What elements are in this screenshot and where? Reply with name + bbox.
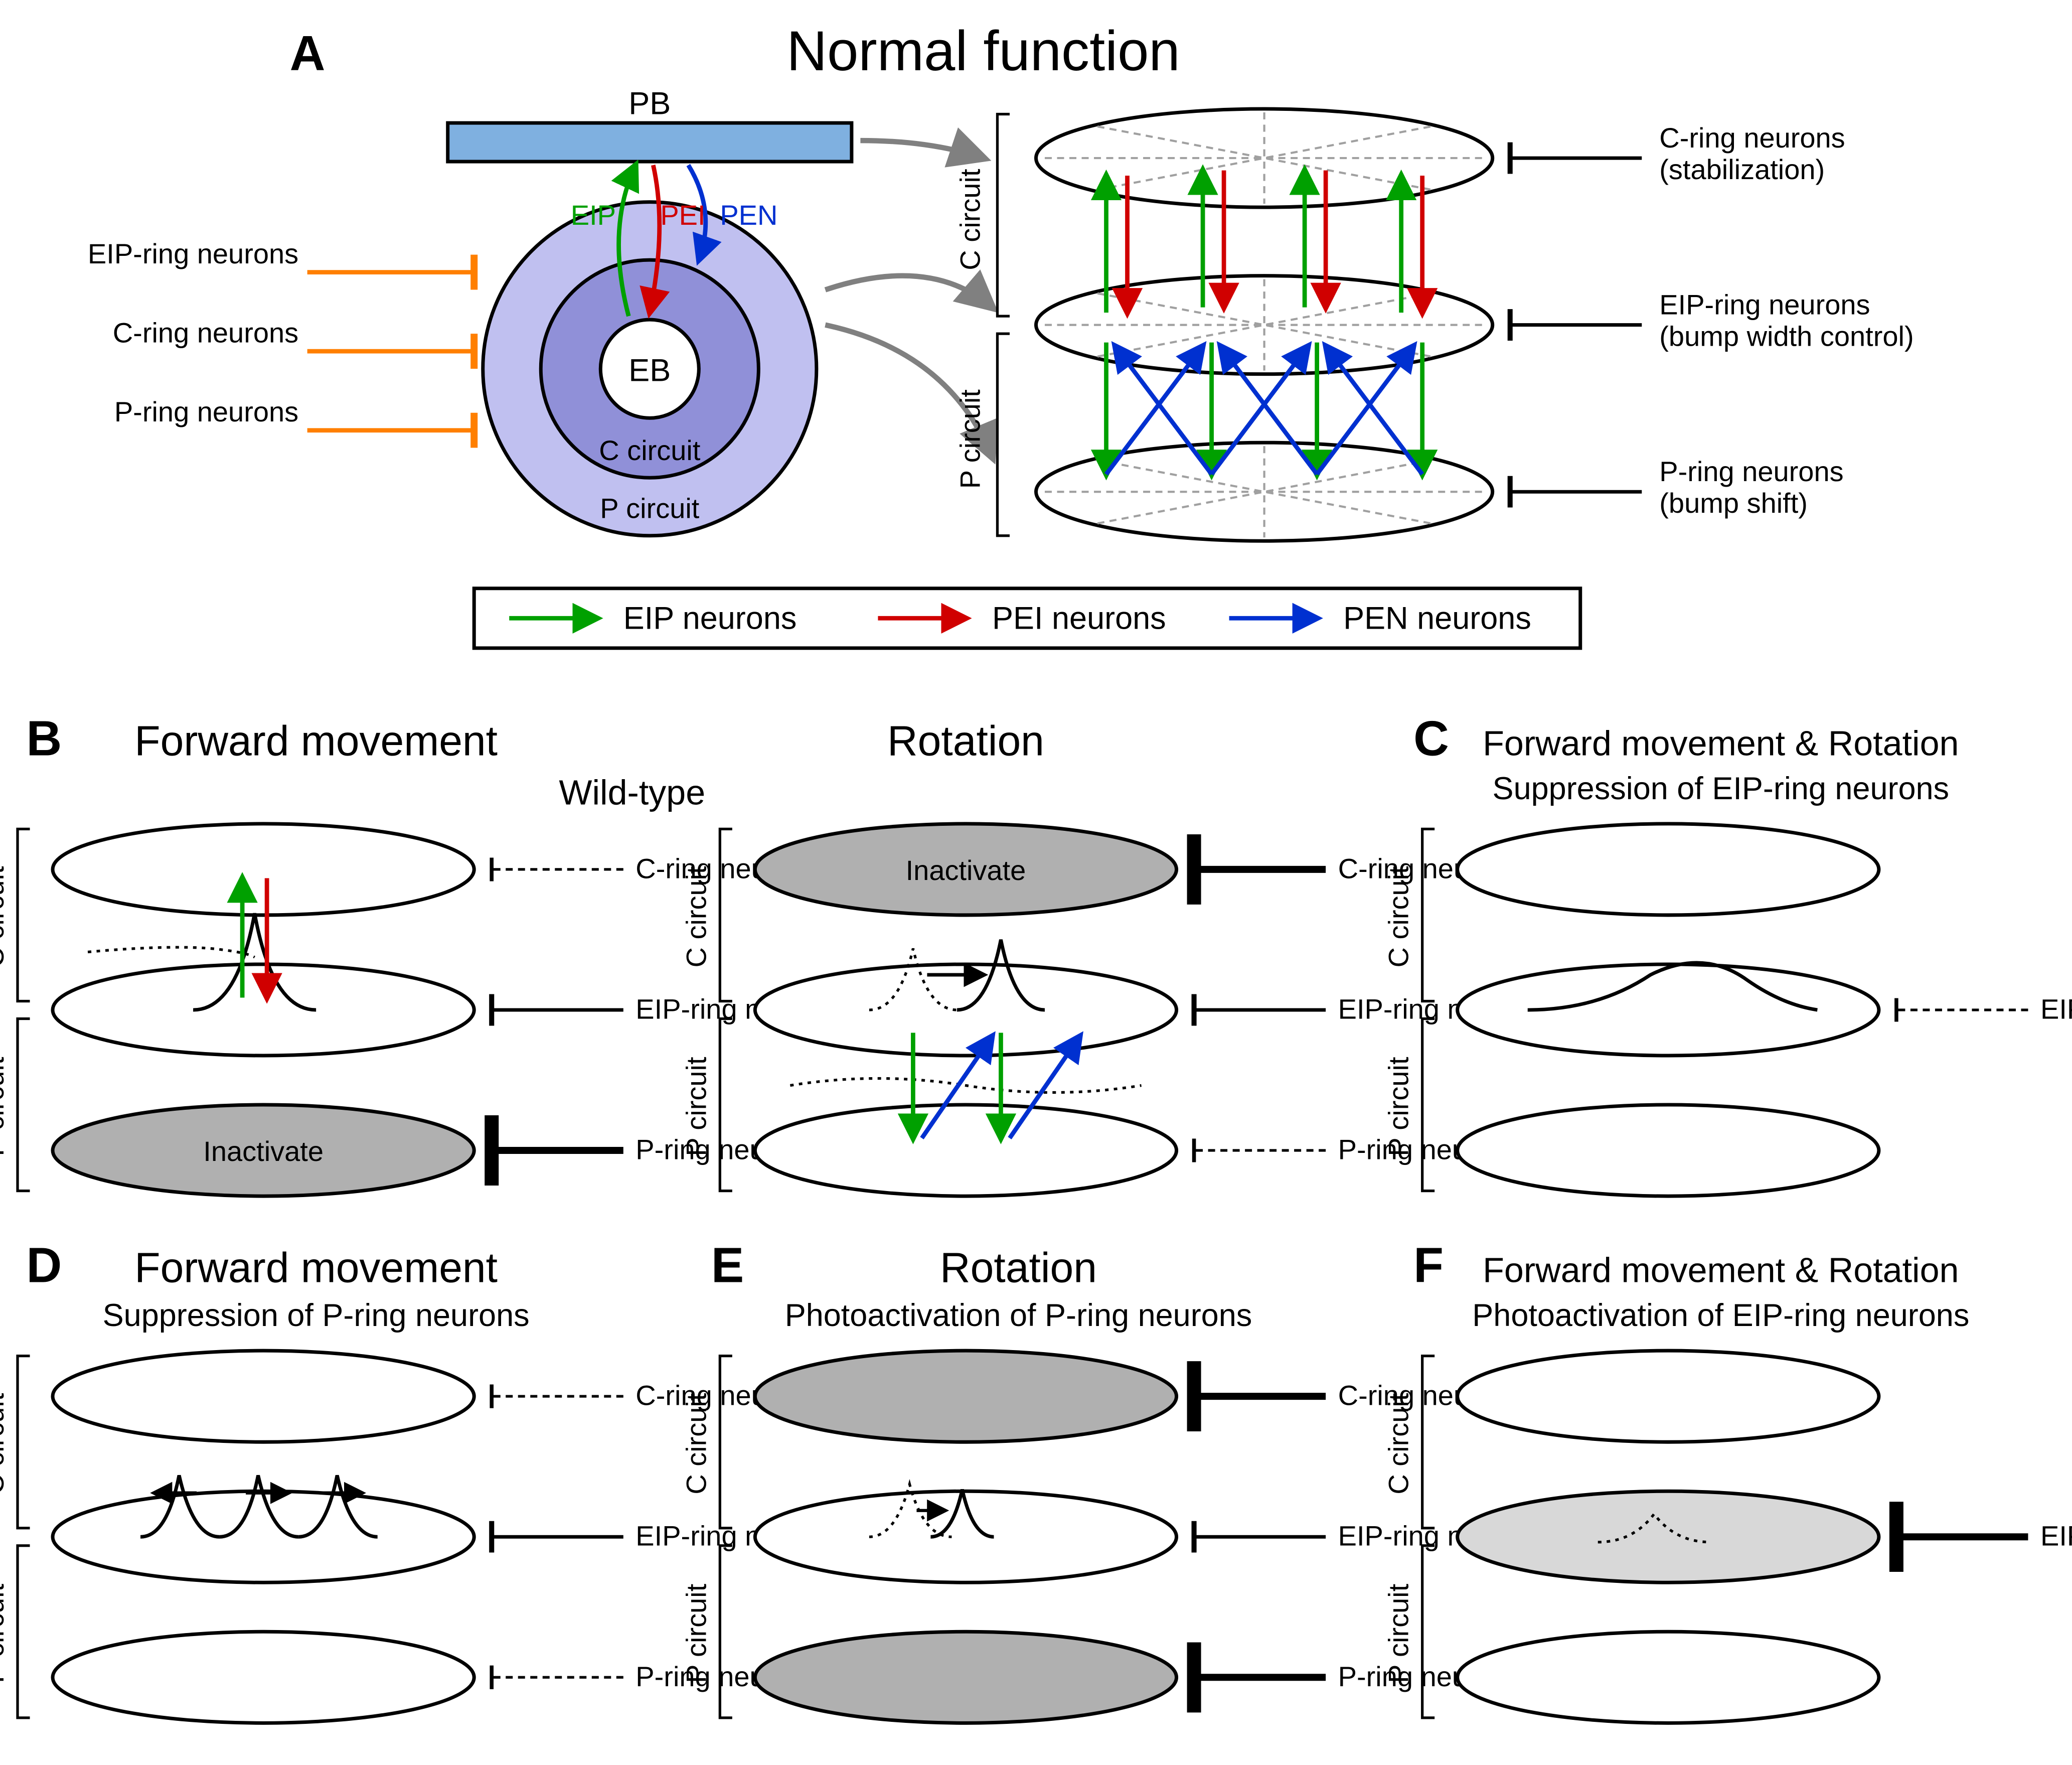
pen-text: PEN bbox=[720, 199, 777, 231]
gray-arrow-mid bbox=[825, 276, 992, 308]
c-circuit-inner: C circuit bbox=[599, 434, 701, 466]
b-inactivate: Inactivate bbox=[203, 1135, 324, 1167]
pb-rect bbox=[448, 123, 852, 162]
svg-text:P circuit: P circuit bbox=[0, 1583, 10, 1683]
svg-text:P circuit: P circuit bbox=[680, 1583, 712, 1683]
a-bracket-c-label: C circuit bbox=[954, 169, 986, 270]
orange-p-label: P-ring neurons bbox=[114, 396, 298, 427]
c-sub: Suppression of EIP-ring neurons bbox=[1493, 771, 1950, 806]
legend-eip: EIP neurons bbox=[623, 601, 797, 636]
svg-text:P circuit: P circuit bbox=[0, 1057, 10, 1156]
legend: EIP neurons PEI neurons PEN neurons bbox=[474, 589, 1580, 648]
b-rotation: Inactivate C-ring neurons EIP-ring neuro… bbox=[680, 824, 1549, 1196]
f-sub: Photoactivation of EIP-ring neurons bbox=[1472, 1298, 1969, 1333]
panel-d-letter: D bbox=[27, 1238, 62, 1293]
eip-text: EIP bbox=[571, 199, 616, 231]
d-title: Forward movement bbox=[134, 1244, 498, 1291]
orange-eip-label: EIP-ring neurons bbox=[88, 238, 298, 269]
panel-e-letter: E bbox=[711, 1238, 744, 1293]
panel-e: E Rotation Photoactivation of P-ring neu… bbox=[680, 1238, 1549, 1723]
svg-text:EIP-ring neurons: EIP-ring neurons bbox=[2040, 1520, 2072, 1552]
b-wildtype: Wild-type bbox=[559, 773, 705, 812]
pei-text: PEI bbox=[660, 199, 705, 231]
panel-c: C Forward movement & Rotation Suppressio… bbox=[1383, 710, 2072, 1196]
svg-text:Inactivate: Inactivate bbox=[906, 854, 1026, 886]
panel-b-letter: B bbox=[27, 710, 62, 766]
eb-group: EB C circuit P circuit bbox=[483, 202, 817, 536]
legend-pen: PEN neurons bbox=[1343, 601, 1531, 636]
a-eip-label1: EIP-ring neurons bbox=[1659, 289, 1870, 321]
svg-text:C circuit: C circuit bbox=[0, 1393, 10, 1495]
panel-f: F Forward movement & Rotation Photoactiv… bbox=[1383, 1238, 2072, 1723]
eb-label: EB bbox=[628, 353, 671, 388]
figure-root: A Normal function PB EB C circuit P circ… bbox=[0, 0, 2072, 1765]
e-sub: Photoactivation of P-ring neurons bbox=[785, 1298, 1252, 1333]
panel-c-letter: C bbox=[1413, 710, 1449, 766]
a-p-label2: (bump shift) bbox=[1659, 487, 1808, 519]
a-p-label1: P-ring neurons bbox=[1659, 456, 1843, 487]
a-c-label1: C-ring neurons bbox=[1659, 122, 1845, 154]
svg-text:C circuit: C circuit bbox=[1383, 866, 1414, 968]
b-title-left: Forward movement bbox=[134, 717, 498, 764]
panel-f-letter: F bbox=[1413, 1238, 1444, 1293]
e-title: Rotation bbox=[940, 1244, 1097, 1291]
a-bracket-p-label: P circuit bbox=[954, 389, 986, 489]
orange-c-label: C-ring neurons bbox=[113, 317, 298, 349]
f-title: Forward movement & Rotation bbox=[1483, 1251, 1959, 1290]
svg-text:C circuit: C circuit bbox=[680, 866, 712, 968]
svg-text:EIP-ring neurons: EIP-ring neurons bbox=[2040, 993, 2072, 1024]
panel-b: B Forward movement Rotation Wild-type In… bbox=[0, 710, 1549, 1196]
svg-text:C circuit: C circuit bbox=[1383, 1393, 1414, 1495]
panel-a-title: Normal function bbox=[786, 20, 1180, 82]
panel-a-right: C-ring neurons (stabilization) EIP-ring … bbox=[954, 109, 1914, 541]
b-title-right: Rotation bbox=[887, 717, 1044, 764]
d-sub: Suppression of P-ring neurons bbox=[103, 1298, 530, 1333]
gray-arrow-top bbox=[860, 140, 983, 158]
legend-pei: PEI neurons bbox=[992, 601, 1166, 636]
svg-text:P circuit: P circuit bbox=[1383, 1057, 1414, 1156]
svg-text:C circuit: C circuit bbox=[0, 866, 10, 968]
a-bracket-p bbox=[997, 334, 1010, 536]
panel-a-letter: A bbox=[290, 26, 326, 81]
a-eip-label2: (bump width control) bbox=[1659, 321, 1914, 352]
svg-text:C circuit: C circuit bbox=[680, 1393, 712, 1495]
a-bracket-c bbox=[997, 114, 1010, 317]
a-c-label2: (stabilization) bbox=[1659, 154, 1825, 185]
svg-text:P circuit: P circuit bbox=[680, 1057, 712, 1156]
svg-text:P circuit: P circuit bbox=[1383, 1583, 1414, 1683]
p-circuit-outer: P circuit bbox=[600, 493, 700, 524]
c-title: Forward movement & Rotation bbox=[1483, 723, 1959, 763]
pb-label: PB bbox=[628, 86, 671, 121]
panel-a: A Normal function PB EB C circuit P circ… bbox=[88, 20, 1914, 648]
